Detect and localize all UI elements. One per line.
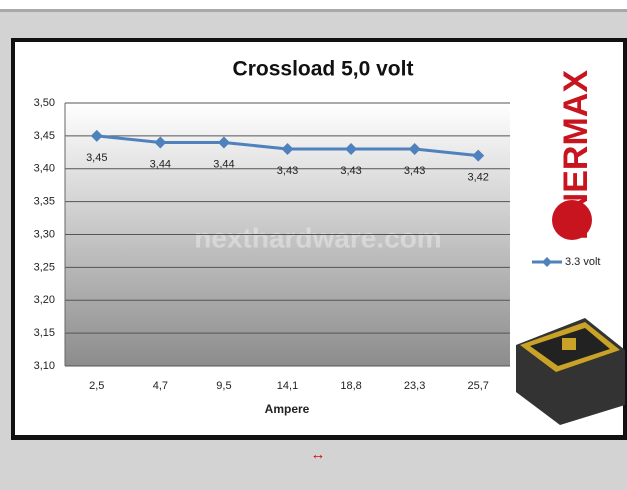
x-tick-label: 9,5 [216, 380, 231, 392]
data-label: 3,44 [213, 158, 234, 170]
data-label: 3,43 [340, 165, 361, 177]
x-tick-label: 14,1 [277, 380, 298, 392]
x-tick-label: 2,5 [89, 380, 104, 392]
top-rule [0, 9, 627, 12]
data-label: 3,42 [468, 172, 489, 184]
page: {"chart_data": {"type": "line", "title":… [0, 0, 627, 490]
x-axis-label: Ampere [265, 402, 310, 416]
screenshot: Crossload 5,0 volt Ampere nexthardware.c… [0, 0, 627, 490]
data-label: 3,43 [404, 165, 425, 177]
y-tick-label: 3,50 [34, 97, 55, 109]
data-label: 3,43 [277, 165, 298, 177]
y-tick-label: 3,30 [34, 228, 55, 240]
x-tick-label: 25,7 [468, 380, 489, 392]
brand-emblem [552, 200, 592, 240]
chart-title: Crossload 5,0 volt [233, 58, 414, 81]
y-tick-label: 3,40 [34, 163, 55, 175]
x-tick-label: 23,3 [404, 380, 425, 392]
data-label: 3,45 [86, 152, 107, 164]
top-strip [0, 0, 627, 9]
y-tick-label: 3,15 [34, 327, 55, 339]
footer-symbol[interactable]: ↔ [311, 446, 326, 463]
x-tick-label: 18,8 [340, 380, 361, 392]
watermark: nexthardware.com [194, 222, 441, 253]
y-tick-label: 3,10 [34, 360, 55, 372]
y-tick-label: 3,20 [34, 294, 55, 306]
data-label: 3,44 [150, 158, 171, 170]
y-tick-label: 3,25 [34, 261, 55, 273]
legend-label: 3.3 volt [565, 256, 600, 268]
y-tick-label: 3,35 [34, 196, 55, 208]
y-tick-label: 3,45 [34, 130, 55, 142]
x-tick-label: 4,7 [153, 380, 168, 392]
